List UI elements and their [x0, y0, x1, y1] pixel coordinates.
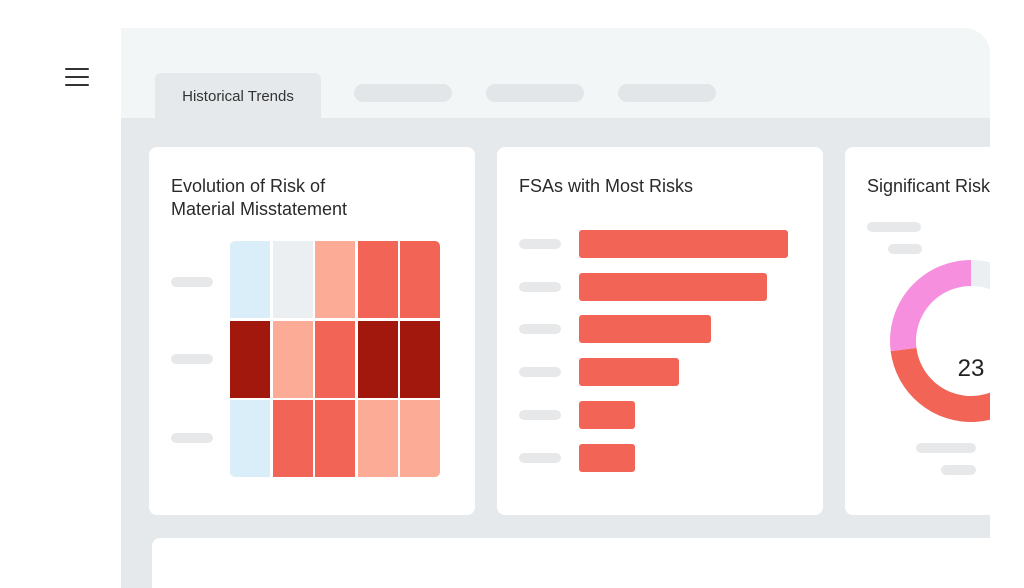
bar-label-placeholder [519, 452, 561, 463]
tab-placeholder[interactable] [354, 84, 452, 102]
heatmap-cell [400, 320, 440, 398]
row-label-placeholder [171, 277, 213, 287]
row-label-placeholder [171, 433, 213, 443]
tab-placeholder[interactable] [618, 84, 716, 102]
donut-segment [890, 260, 971, 352]
heatmap-cell [315, 400, 355, 477]
donut-chart [890, 260, 990, 422]
legend-placeholder [916, 443, 976, 453]
heatmap-cell [400, 241, 440, 318]
heatmap-cell [272, 241, 313, 318]
bar-label-placeholder [519, 239, 561, 249]
card-title: Significant Risks [867, 176, 990, 196]
heatmap-cell [230, 400, 270, 477]
fsa-risks-card: FSAs with Most Risks [497, 147, 823, 515]
heatmap-cell [230, 241, 270, 318]
donut-segment [890, 347, 990, 422]
bar [579, 400, 636, 429]
heatmap-cell [230, 320, 270, 398]
hamburger-menu-icon[interactable] [65, 68, 89, 86]
legend-placeholder [888, 244, 922, 254]
bar [579, 443, 636, 472]
row-label-placeholder [171, 354, 213, 364]
tab-bar: Historical Trends [121, 28, 990, 119]
bar-label-placeholder [519, 324, 561, 335]
card-title: FSAs with Most Risks [519, 176, 694, 196]
donut-segment [971, 260, 990, 290]
heatmap-cell [400, 400, 440, 477]
card-title: Evolution of Risk of Material Misstatemen… [171, 176, 348, 219]
donut-center-value: 23 [957, 355, 985, 382]
dashboard-panel: Historical Trends Evolution of Risk of Ma… [121, 28, 990, 588]
heatmap-cell [357, 241, 398, 318]
heatmap-cell [357, 400, 398, 477]
legend-placeholder [867, 222, 921, 232]
bar [579, 272, 768, 301]
heatmap-cell [315, 320, 355, 398]
risk-evolution-card: Evolution of Risk of Material Misstatemen… [149, 147, 475, 515]
tab-historical-trends[interactable]: Historical Trends [155, 73, 321, 119]
bar-label-placeholder [519, 367, 561, 378]
bar-label-placeholder [519, 281, 561, 292]
bar [579, 315, 711, 344]
heatmap-cell [357, 320, 398, 398]
bar [579, 358, 680, 387]
significant-risks-card: Significant Risks 23 [845, 147, 990, 515]
tab-placeholder[interactable] [486, 84, 584, 102]
bar-label-placeholder [519, 409, 561, 420]
heatmap-cell [315, 241, 355, 318]
bar [579, 230, 788, 258]
legend-placeholder [941, 465, 976, 475]
heatmap-cell [272, 400, 313, 477]
bottom-card [152, 538, 990, 588]
heatmap-cell [272, 320, 313, 398]
